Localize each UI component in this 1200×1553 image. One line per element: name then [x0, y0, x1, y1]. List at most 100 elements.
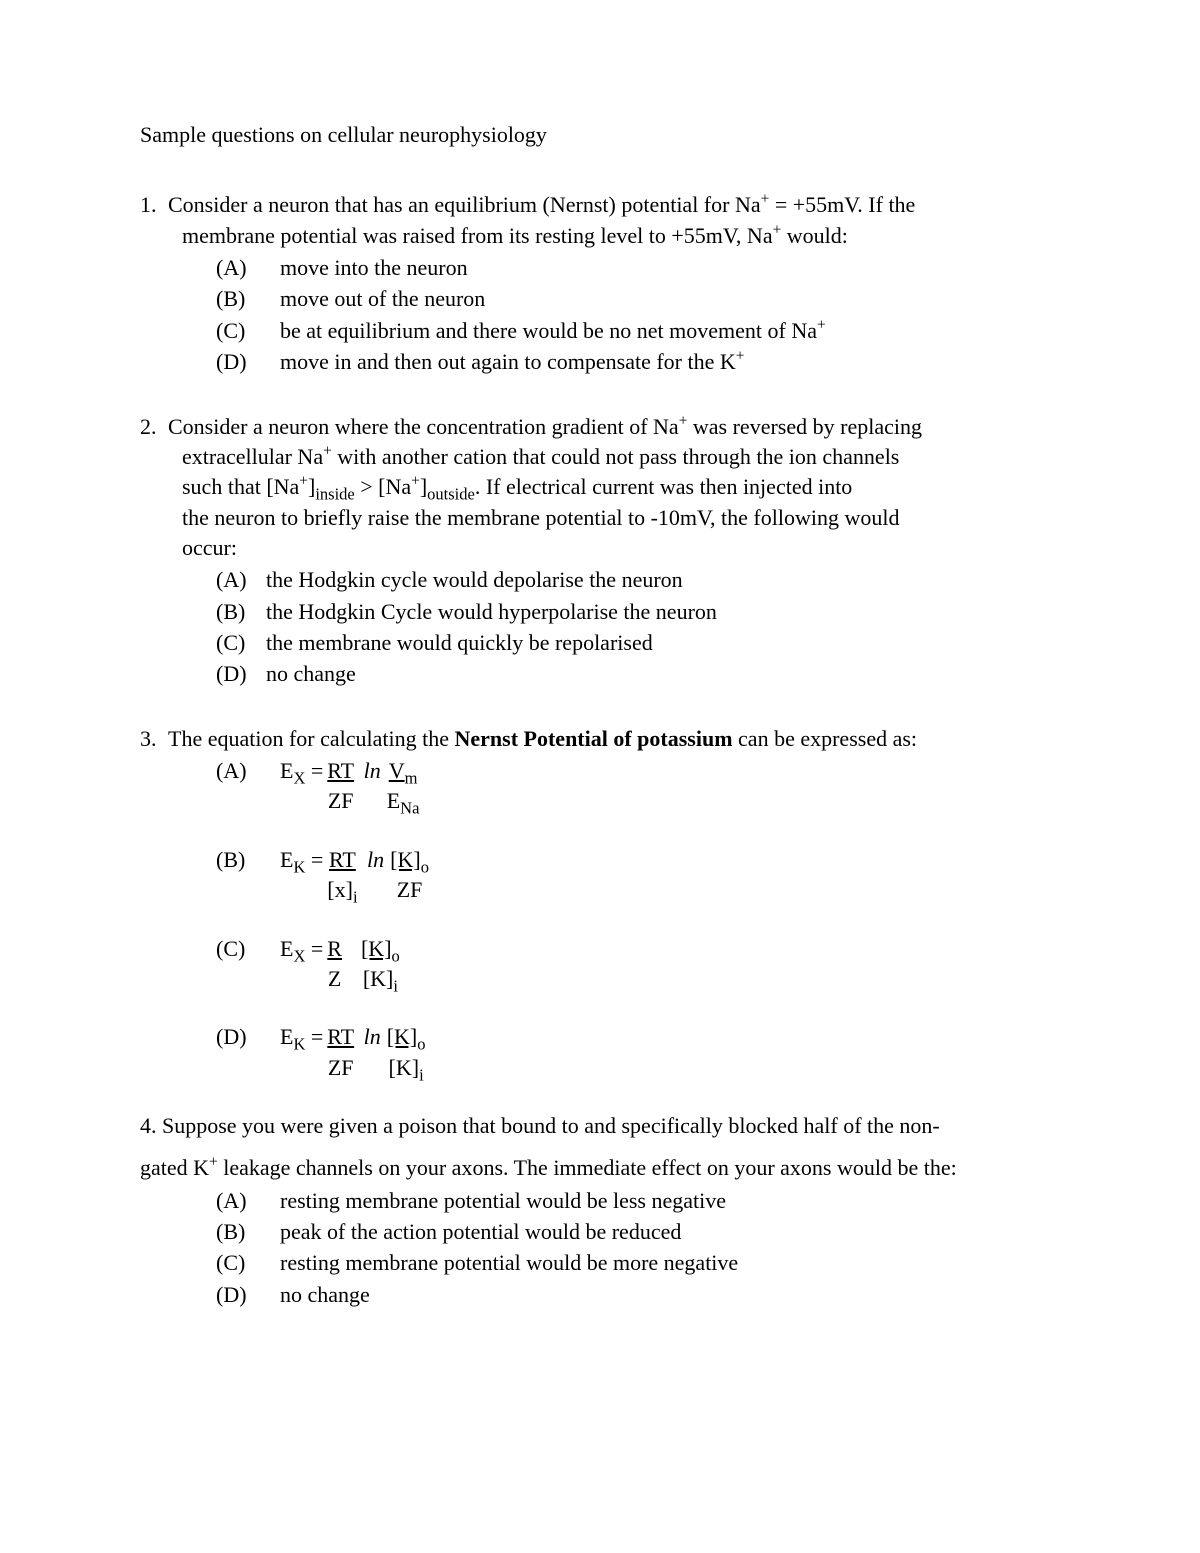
option-label: (A): [216, 253, 280, 283]
denominator: E: [387, 788, 400, 813]
text: . If electrical current was then injecte…: [475, 474, 853, 499]
question-2: 2. Consider a neuron where the concentra…: [140, 412, 1060, 690]
question-3: 3. The equation for calculating the Nern…: [140, 724, 1060, 1083]
fraction: RT [x]i: [327, 845, 357, 906]
text: leakage channels on your axons. The imme…: [218, 1155, 957, 1180]
option-label: (C): [216, 628, 266, 658]
option-label: (A): [216, 1186, 280, 1216]
q3-option-c: (C) EX = R Z [K]o [K]i: [216, 934, 1060, 995]
fraction: [K]o [K]i: [361, 934, 400, 995]
fraction: R Z: [327, 934, 342, 995]
option-label: (D): [216, 1022, 280, 1052]
option-label: (C): [216, 1248, 280, 1278]
q2-stem-line2: extracellular Na+ with another cation th…: [182, 442, 1060, 472]
sym-E: E: [280, 936, 293, 961]
q1-stem-line2: membrane potential was raised from its r…: [182, 221, 1060, 251]
question-4: 4. Suppose you were given a poison that …: [140, 1111, 1060, 1310]
text: extracellular Na: [182, 444, 323, 469]
document-page: Sample questions on cellular neurophysio…: [0, 0, 1200, 1553]
numerator: R: [327, 934, 342, 964]
q1-stem-line1: Consider a neuron that has an equilibriu…: [168, 190, 1060, 220]
sub: Na: [400, 799, 419, 818]
option-text: no change: [266, 659, 1060, 689]
sub-k: K: [293, 857, 305, 876]
q1-option-a: (A) move into the neuron: [216, 253, 1060, 283]
option-text: move in and then out again to compensate…: [280, 347, 1060, 377]
sub: o: [392, 946, 400, 965]
fraction: [K]o [K]i: [387, 1022, 426, 1083]
option-text-part: move in and then out again to compensate…: [280, 349, 736, 374]
sym-E: E: [280, 758, 293, 783]
q1-option-b: (B) move out of the neuron: [216, 284, 1060, 314]
sub-x: X: [293, 946, 305, 965]
numerator: [K]: [390, 847, 421, 872]
equation: EX = R Z [K]o [K]i: [280, 934, 404, 995]
sub-inside: inside: [315, 485, 354, 504]
q4-option-d: (D) no change: [216, 1280, 1060, 1310]
page-title: Sample questions on cellular neurophysio…: [140, 120, 1060, 150]
option-label: (C): [216, 316, 280, 346]
option-text: the membrane would quickly be repolarise…: [266, 628, 1060, 658]
q2-option-c: (C) the membrane would quickly be repola…: [216, 628, 1060, 658]
sym-ln: ln: [364, 756, 383, 786]
option-label: (D): [216, 347, 280, 377]
q1-text-a: Consider a neuron that has an equilibriu…: [168, 192, 761, 217]
option-label: (D): [216, 659, 266, 689]
sup-plus: +: [773, 221, 782, 238]
q3-option-d: (D) EK = RT ZF ln [K]o [K]i: [216, 1022, 1060, 1083]
q3-option-b: (B) EK = RT [x]i ln [K]o ZF: [216, 845, 1060, 906]
denominator: [K]: [389, 1055, 420, 1080]
q2-stem-line1: Consider a neuron where the concentratio…: [168, 412, 1060, 442]
fraction: [K]o ZF: [390, 845, 429, 906]
q2-option-d: (D) no change: [216, 659, 1060, 689]
q2-option-b: (B) the Hodgkin Cycle would hyperpolaris…: [216, 597, 1060, 627]
option-text: no change: [280, 1280, 1060, 1310]
fraction: RT ZF: [327, 1022, 354, 1083]
numerator: RT: [327, 756, 354, 786]
q4-stem-line1: 4. Suppose you were given a poison that …: [140, 1111, 1060, 1141]
sup-plus: +: [323, 443, 332, 460]
denominator: [x]: [327, 877, 353, 902]
fraction: Vm ENa: [387, 756, 420, 817]
option-text: the Hodgkin Cycle would hyperpolarise th…: [266, 597, 1060, 627]
sub: i: [393, 976, 398, 995]
q2-stem-line5: occur:: [182, 533, 1060, 563]
denominator: [K]: [363, 966, 394, 991]
sym-ln: ln: [364, 1022, 383, 1052]
q1-text-b: = +55mV. If the: [769, 192, 915, 217]
q3-number: 3.: [140, 724, 168, 754]
sup-plus: +: [817, 316, 826, 333]
sym-eq: =: [305, 1024, 323, 1049]
denominator: Z: [328, 964, 341, 994]
numerator: RT: [327, 1022, 354, 1052]
text: > [Na: [355, 474, 411, 499]
option-label: (A): [216, 565, 266, 595]
question-1: 1. Consider a neuron that has an equilib…: [140, 190, 1060, 377]
sub-k: K: [293, 1035, 305, 1054]
q2-number: 2.: [140, 412, 168, 442]
option-text: be at equilibrium and there would be no …: [280, 316, 1060, 346]
option-text: move into the neuron: [280, 253, 1060, 283]
q1-text-c: membrane potential was raised from its r…: [182, 223, 773, 248]
text: such that [Na: [182, 474, 299, 499]
q1-text-d: would:: [781, 223, 848, 248]
sup-plus: +: [736, 348, 745, 365]
q2-option-a: (A) the Hodgkin cycle would depolarise t…: [216, 565, 1060, 595]
option-label: (B): [216, 845, 280, 875]
numerator: [K]: [387, 1024, 418, 1049]
q3-option-a: (A) EX = RT ZF ln Vm ENa: [216, 756, 1060, 817]
equation: EK = RT [x]i ln [K]o ZF: [280, 845, 433, 906]
q1-option-c: (C) be at equilibrium and there would be…: [216, 316, 1060, 346]
option-label: (B): [216, 1217, 280, 1247]
q4-stem-line2: gated K+ leakage channels on your axons.…: [140, 1153, 1060, 1183]
text: Suppose you were given a poison that bou…: [162, 1113, 940, 1138]
denominator: ZF: [397, 875, 423, 905]
option-text: move out of the neuron: [280, 284, 1060, 314]
sup-plus: +: [299, 473, 308, 490]
sub: o: [421, 857, 429, 876]
sym-E: E: [280, 1024, 293, 1049]
option-text: the Hodgkin cycle would depolarise the n…: [266, 565, 1060, 595]
sym-eq: =: [305, 936, 323, 961]
option-label: (B): [216, 284, 280, 314]
sub: o: [417, 1035, 425, 1054]
